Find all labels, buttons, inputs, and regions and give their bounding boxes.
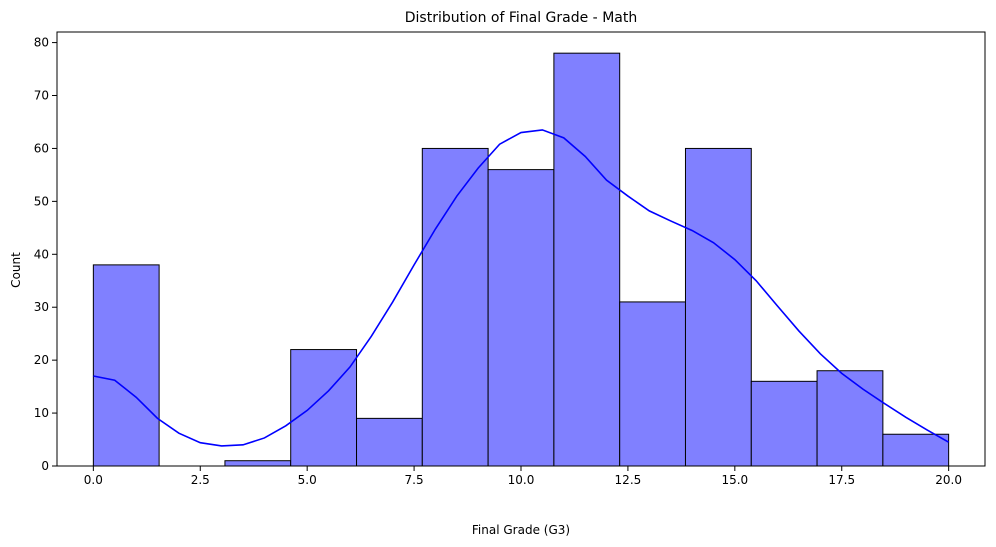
x-tick-label-6: 15.0: [721, 473, 748, 487]
histogram-bar-5: [421, 147, 489, 467]
histogram-bar-6: [487, 169, 555, 467]
y-tick-label-3: 30: [34, 300, 49, 314]
x-tick-label-2: 5.0: [298, 473, 317, 487]
x-tick-label-5: 12.5: [615, 473, 642, 487]
histogram-bar-0: [92, 264, 160, 467]
x-tick-label-7: 17.5: [828, 473, 855, 487]
y-tick-label-2: 20: [34, 353, 49, 367]
y-tick-label-4: 40: [34, 247, 49, 261]
y-tick-label-1: 10: [34, 406, 49, 420]
bars-group: [92, 52, 950, 467]
x-tick-label-4: 10.0: [508, 473, 535, 487]
histogram-bar-12: [882, 433, 950, 467]
chart-title: Distribution of Final Grade - Math: [405, 10, 637, 26]
histogram-bar-8: [619, 301, 686, 467]
x-tick-label-0: 0.0: [84, 473, 103, 487]
x-axis-label: Final Grade (G3): [472, 523, 570, 537]
y-tick-label-8: 80: [34, 36, 49, 50]
y-axis: 0 10 20 30 40 50 60 70 80: [34, 36, 57, 473]
histogram-bar-10: [750, 380, 818, 467]
y-tick-label-0: 0: [41, 459, 49, 473]
histogram-bar-4: [356, 417, 423, 467]
histogram-bar-7: [553, 52, 621, 467]
histogram-bar-3: [290, 349, 358, 467]
x-tick-label-3: 7.5: [405, 473, 424, 487]
y-axis-label: Count: [9, 252, 23, 288]
x-tick-label-1: 2.5: [191, 473, 210, 487]
y-tick-label-5: 50: [34, 194, 49, 208]
kde-curve: [93, 129, 950, 447]
histogram-bar-2: [224, 460, 292, 467]
y-tick-label-6: 60: [34, 141, 49, 155]
x-tick-label-8: 20.0: [935, 473, 962, 487]
histogram-bar-9: [684, 147, 752, 467]
y-tick-label-7: 70: [34, 89, 49, 103]
x-axis: 0.0 2.5 5.0 7.5 10.0 12.5 15.0 17.5 20.0: [84, 466, 962, 487]
histogram-bar-11: [816, 370, 884, 467]
